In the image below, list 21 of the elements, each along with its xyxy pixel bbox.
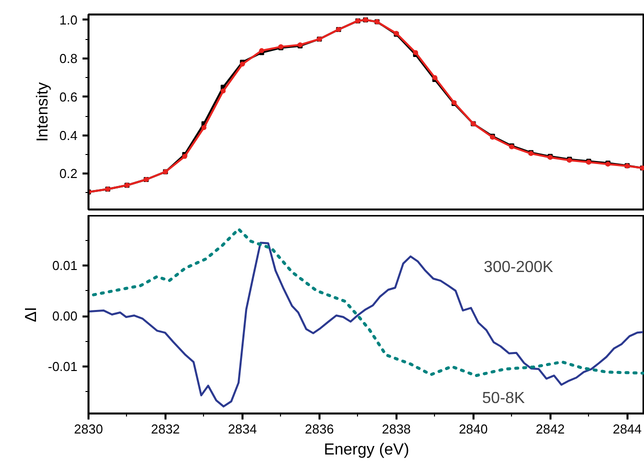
x-tick-label: 2836 [304,422,334,436]
y-tick-label: -0.01 [48,359,78,374]
x-tick-label: 2834 [228,422,257,436]
x-tick-label: 2842 [536,422,565,436]
x-axis-title: Energy (eV) [324,442,410,458]
y-tick-label: 0.2 [59,166,78,182]
y-axis-title: Intensity [34,82,52,142]
y-tick-label: 0.8 [59,50,78,66]
y-tick-label: 0.01 [52,258,78,274]
x-tick-label: 2838 [382,422,411,436]
annotation: 300-200K [484,259,554,276]
annotation: 50-8K [482,390,526,407]
y-tick-label: 0.6 [59,89,78,104]
x-tick-label: 2830 [74,422,103,436]
y-tick-label: 0.4 [59,128,78,143]
x-tick-label: 2832 [150,422,180,436]
x-tick-label: 2840 [458,422,488,436]
y-axis-title: ΔI [22,306,40,322]
x-tick-label: 2844 [612,422,642,436]
y-tick-label: 0.00 [52,308,78,324]
y-tick-label: 1.0 [59,12,78,28]
